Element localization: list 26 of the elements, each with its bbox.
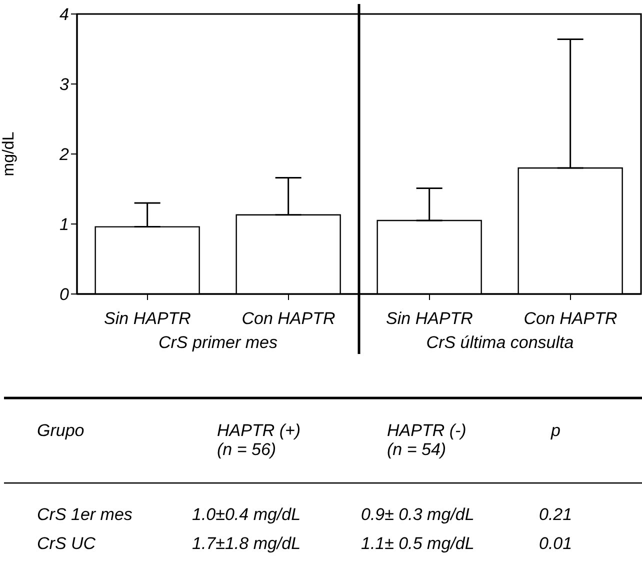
x-tick-label: Sin HAPTR	[104, 309, 191, 328]
text: CrS primer mes	[158, 333, 278, 352]
text: HAPTR (+)	[217, 421, 301, 440]
text: p	[550, 421, 560, 440]
y-tick-label: 4	[60, 5, 69, 24]
text: CrS UC	[37, 534, 96, 553]
x-tick-label: Sin HAPTR	[386, 309, 473, 328]
text: 0.21	[539, 505, 572, 524]
y-axis-title: mg/dL	[0, 132, 18, 176]
text: 1.0±0.4 mg/dL	[192, 505, 301, 524]
text: 1.7±1.8 mg/dL	[192, 534, 301, 553]
text: HAPTR (-)	[387, 421, 466, 440]
x-tick-label: Con HAPTR	[524, 309, 618, 328]
y-tick-label: 0	[60, 285, 70, 304]
text: CrS 1er mes	[37, 505, 133, 524]
text: Grupo	[37, 421, 84, 440]
y-tick-label: 2	[58, 145, 70, 164]
text: 0.01	[539, 534, 572, 553]
y-tick-label: 1	[60, 215, 69, 234]
x-tick-label: Con HAPTR	[242, 309, 336, 328]
text: 0.9± 0.3 mg/dL	[361, 505, 474, 524]
text: (n = 56)	[217, 440, 276, 459]
y-tick-label: 3	[60, 75, 70, 94]
text: CrS última consulta	[426, 333, 574, 352]
text: 1.1± 0.5 mg/dL	[361, 534, 474, 553]
text: (n = 54)	[387, 440, 446, 459]
